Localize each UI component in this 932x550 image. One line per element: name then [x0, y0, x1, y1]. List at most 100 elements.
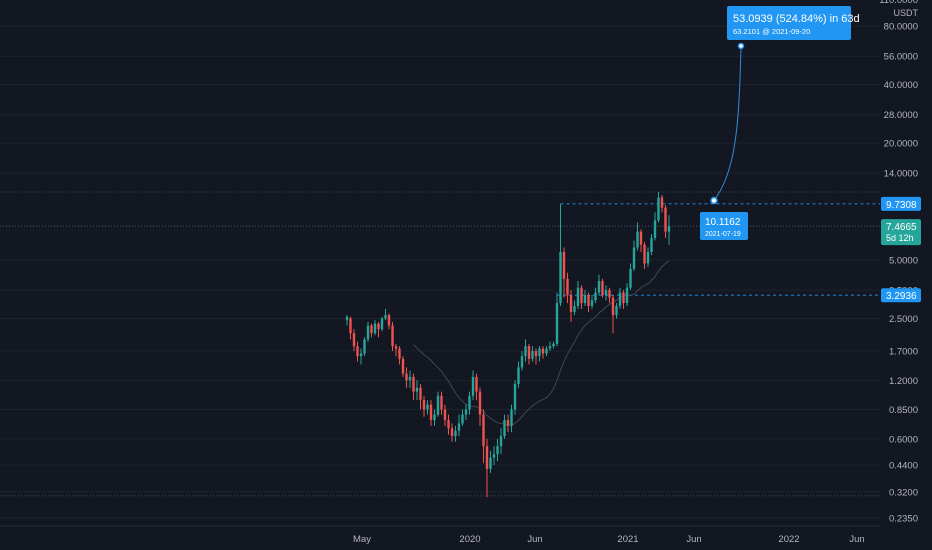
candle [524, 339, 527, 362]
candle-body [415, 387, 419, 392]
candle-body [377, 323, 380, 330]
candle [499, 428, 503, 455]
y-tick-label: 56.0000 [884, 52, 918, 63]
candle-body [611, 297, 615, 316]
candle-body [475, 376, 478, 392]
candle [562, 247, 566, 298]
candle [632, 240, 636, 271]
candle-body [440, 395, 443, 410]
level-price-value: 9.7308 [886, 200, 917, 211]
candle-body [653, 220, 657, 238]
candle-body [391, 325, 394, 347]
candle-body [548, 346, 552, 349]
candle-body [373, 323, 377, 334]
candle-body [583, 295, 587, 304]
candle-body [650, 237, 653, 252]
candle [667, 215, 671, 245]
y-tick-label: 5.0000 [889, 256, 918, 267]
candle-body [468, 395, 471, 410]
candle [471, 370, 475, 401]
candle-body [429, 404, 433, 421]
candle-body [587, 295, 590, 306]
candle-body [503, 420, 506, 437]
candle [650, 234, 653, 256]
candle-body [573, 305, 576, 312]
candle-body [384, 315, 387, 319]
candle-body [426, 404, 429, 410]
current-price-badge [881, 219, 921, 246]
projection-layer: 53.0939 (524.84%) in 63d 63.2101 @ 2021-… [700, 6, 860, 240]
candle [552, 341, 555, 349]
candle-body [482, 414, 485, 447]
x-tick-label: May [353, 534, 371, 545]
candle-body [608, 290, 611, 298]
candle-body [597, 280, 601, 293]
candle [419, 383, 422, 410]
candle-body [405, 373, 408, 381]
candle [566, 272, 569, 304]
candle-body [513, 383, 517, 410]
candle-body [566, 278, 569, 296]
candle-body [510, 409, 513, 426]
candle-body [457, 423, 461, 431]
price-axis[interactable]: USDT [880, 0, 932, 550]
candle [513, 380, 517, 415]
candle [485, 438, 489, 498]
candle-body [580, 287, 583, 304]
candle-body [478, 391, 482, 415]
candle-body [555, 303, 559, 344]
start-label: 10.1162 [705, 217, 741, 228]
candle-body [489, 457, 492, 469]
y-tick-label: 1.2000 [889, 376, 918, 387]
candle [461, 409, 464, 426]
candle [517, 361, 520, 388]
y-tick-label: 1.7000 [889, 346, 918, 357]
candle-body [604, 290, 608, 296]
candle [454, 425, 457, 442]
x-tick-label: 2021 [617, 534, 638, 545]
y-tick-label: 0.8500 [889, 405, 918, 416]
candle-body [590, 300, 594, 306]
time-axis[interactable]: May 2020 Jun 2021 Jun 2022 Jun [0, 525, 880, 545]
candle [534, 348, 538, 365]
price-label[interactable]: 3.2936 [881, 288, 921, 303]
price-axis-ticks: 110.0000 80.0000 56.0000 40.0000 28.0000 20.0… [879, 0, 918, 524]
start-callout[interactable]: 10.1162 2021-07-19 [700, 212, 748, 240]
candle [527, 343, 531, 365]
candle-body [464, 409, 468, 415]
candle [660, 195, 664, 213]
candle-body [506, 420, 510, 426]
candle-body [552, 343, 555, 347]
candle [387, 313, 391, 330]
candle [422, 395, 426, 417]
y-tick-label: 28.0000 [884, 110, 918, 121]
candle [531, 346, 534, 362]
candle-countdown: 5d 12h [886, 233, 914, 243]
candle-body [569, 295, 573, 312]
y-tick-label: 0.4400 [889, 461, 918, 472]
candle-body [447, 420, 450, 429]
candle [625, 283, 629, 306]
candle-body [492, 454, 496, 458]
price-label[interactable]: 9.7308 [881, 196, 921, 211]
level-price-badge [881, 288, 921, 303]
candle-body [422, 400, 426, 410]
candle-body [349, 318, 352, 334]
candle-body [520, 356, 524, 368]
y-tick-label: 110.0000 [879, 0, 918, 6]
target-label: 53.0939 (524.84%) in 63d [733, 13, 860, 25]
y-tick-label: 2.5000 [889, 314, 918, 325]
target-callout[interactable]: 53.0939 (524.84%) in 63d 63.2101 @ 2021-… [727, 6, 860, 40]
y-tick-label: 14.0000 [884, 169, 918, 180]
candle [447, 414, 450, 435]
level-price-badge [881, 196, 921, 211]
candle [359, 348, 363, 365]
candle [569, 290, 573, 322]
candle [398, 346, 401, 365]
candle [492, 446, 496, 465]
candle [576, 280, 580, 309]
candle [510, 404, 513, 433]
candle [590, 295, 594, 309]
